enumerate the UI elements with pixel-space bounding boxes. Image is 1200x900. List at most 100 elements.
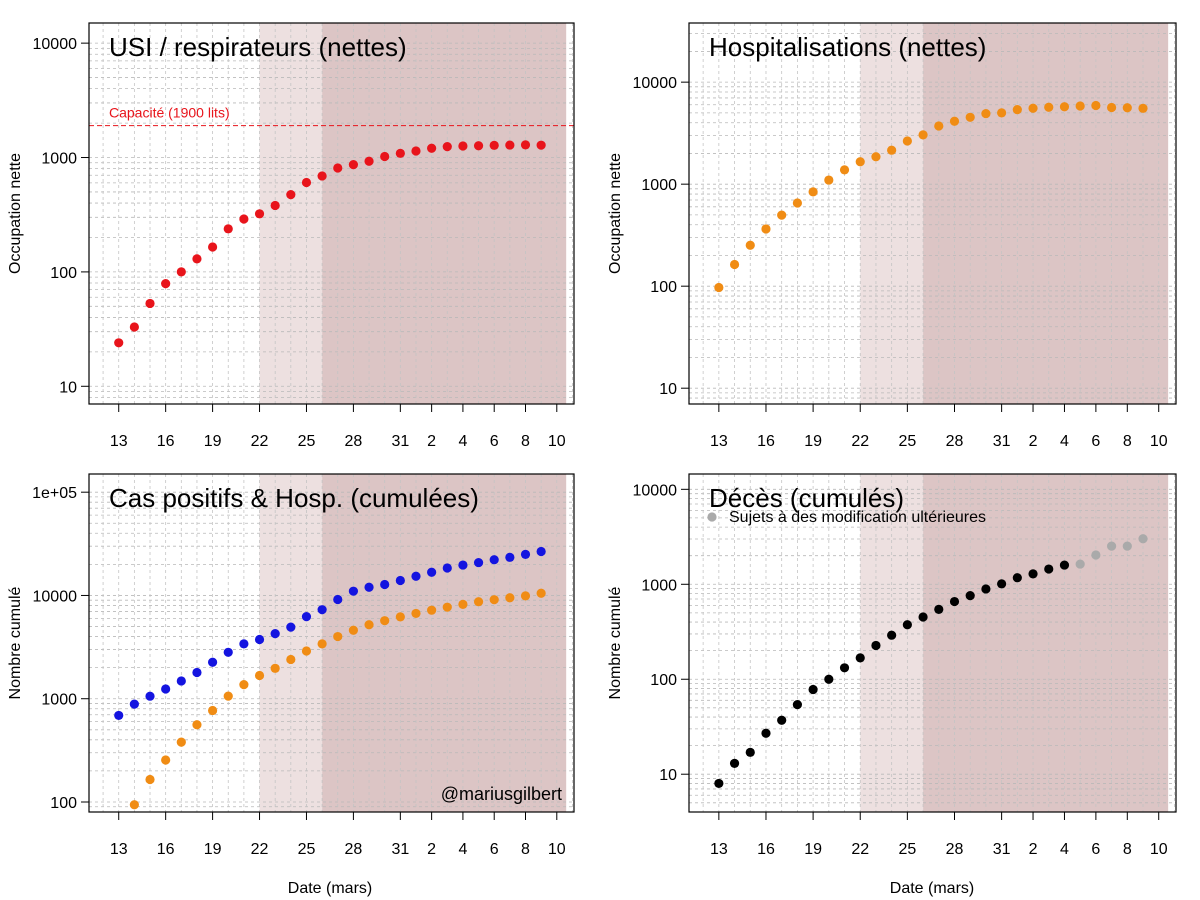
data-point xyxy=(114,338,124,348)
data-point xyxy=(1044,564,1054,574)
data-point xyxy=(981,584,991,594)
data-point xyxy=(536,588,546,598)
credit-annotation: @mariusgilbert xyxy=(441,784,562,804)
data-point xyxy=(176,676,186,686)
x-axis-label-right: Date (mars) xyxy=(890,880,974,897)
data-point xyxy=(997,579,1007,589)
x-tick-label: 8 xyxy=(521,841,530,858)
x-tick-label: 13 xyxy=(710,841,728,858)
data-point xyxy=(918,130,928,140)
data-point xyxy=(427,143,437,153)
data-point xyxy=(1012,573,1022,583)
data-point xyxy=(777,210,787,220)
data-point xyxy=(1091,100,1101,111)
data-point xyxy=(239,214,249,224)
x-tick-label: 8 xyxy=(1123,841,1132,858)
x-tick-label: 13 xyxy=(110,841,128,858)
chart-title: USI / respirateurs (nettes) xyxy=(109,32,407,62)
phase-2-shading xyxy=(322,23,567,404)
data-point xyxy=(129,800,139,810)
plot-frame xyxy=(688,473,1177,813)
data-point xyxy=(887,630,897,640)
x-tick-label: 28 xyxy=(345,433,363,450)
data-point xyxy=(380,151,390,162)
y-tick-label: 1000 xyxy=(641,577,677,594)
y-axis-label: Occupation nette xyxy=(607,153,624,274)
y-axis-label: Nombre cumulé xyxy=(607,586,624,699)
data-point xyxy=(1028,103,1038,113)
x-tick-label: 4 xyxy=(458,433,467,450)
y-tick-label: 10 xyxy=(59,379,77,396)
x-axis-label-left: Date (mars) xyxy=(288,880,372,897)
data-point xyxy=(270,629,280,639)
data-point xyxy=(192,720,202,730)
data-point xyxy=(489,555,499,565)
x-tick-label: 22 xyxy=(251,841,269,858)
data-point xyxy=(1059,560,1070,570)
y-tick-label: 1e+05 xyxy=(32,485,77,502)
data-point xyxy=(761,728,771,738)
data-point xyxy=(520,140,531,150)
data-point xyxy=(270,663,280,673)
data-point xyxy=(239,680,249,690)
plot-frame xyxy=(88,22,575,405)
data-point xyxy=(792,198,802,208)
y-tick-label: 10000 xyxy=(33,588,78,605)
x-tick-label: 19 xyxy=(804,841,822,858)
data-point xyxy=(254,670,265,681)
data-point xyxy=(520,591,531,601)
plot-frame xyxy=(688,22,1177,405)
panel-usi: Capacité (1900 lits) USI / respirateurs (… xyxy=(7,22,575,450)
x-tick-label: 31 xyxy=(993,433,1011,450)
data-point xyxy=(364,582,374,592)
data-point xyxy=(192,667,202,678)
phase-1-shading xyxy=(259,23,323,404)
data-point xyxy=(489,595,499,605)
data-point xyxy=(333,631,343,642)
x-tick-label: 2 xyxy=(1029,433,1038,450)
data-point xyxy=(729,259,740,270)
data-point xyxy=(380,616,390,626)
data-point xyxy=(981,108,991,119)
data-point xyxy=(934,121,944,131)
data-point xyxy=(473,557,484,568)
data-point xyxy=(536,546,546,557)
data-point xyxy=(333,594,343,605)
y-tick-label: 100 xyxy=(650,279,677,296)
data-point xyxy=(473,141,484,151)
data-point xyxy=(301,612,312,622)
data-point xyxy=(792,700,802,710)
data-point xyxy=(176,267,186,277)
x-tick-label: 8 xyxy=(521,433,530,450)
y-tick-label: 1000 xyxy=(41,692,77,709)
data-point xyxy=(855,653,865,663)
y-tick-label: 10 xyxy=(659,381,677,398)
data-point xyxy=(902,620,912,630)
data-point xyxy=(395,148,405,158)
data-point xyxy=(918,612,928,622)
data-point xyxy=(839,663,850,673)
x-tick-label: 6 xyxy=(1091,433,1100,450)
data-point xyxy=(1028,569,1038,579)
data-point xyxy=(129,699,139,709)
data-point xyxy=(965,591,975,601)
x-tick-label: 28 xyxy=(946,433,964,450)
data-point xyxy=(145,774,155,785)
x-tick-label: 4 xyxy=(1060,841,1069,858)
x-tick-label: 16 xyxy=(757,433,775,450)
legend-marker xyxy=(707,512,717,522)
data-point xyxy=(1122,103,1132,113)
x-tick-label: 25 xyxy=(898,433,916,450)
data-point xyxy=(745,240,755,250)
data-point xyxy=(223,691,233,701)
x-tick-label: 31 xyxy=(391,433,409,450)
y-tick-label: 10 xyxy=(659,767,677,784)
data-point xyxy=(442,142,452,152)
x-tick-label: 16 xyxy=(157,841,175,858)
phase-2-shading xyxy=(923,23,1169,404)
data-point xyxy=(223,224,233,234)
y-tick-label: 1000 xyxy=(41,151,77,168)
x-tick-label: 28 xyxy=(345,841,363,858)
plot-area xyxy=(89,23,574,404)
